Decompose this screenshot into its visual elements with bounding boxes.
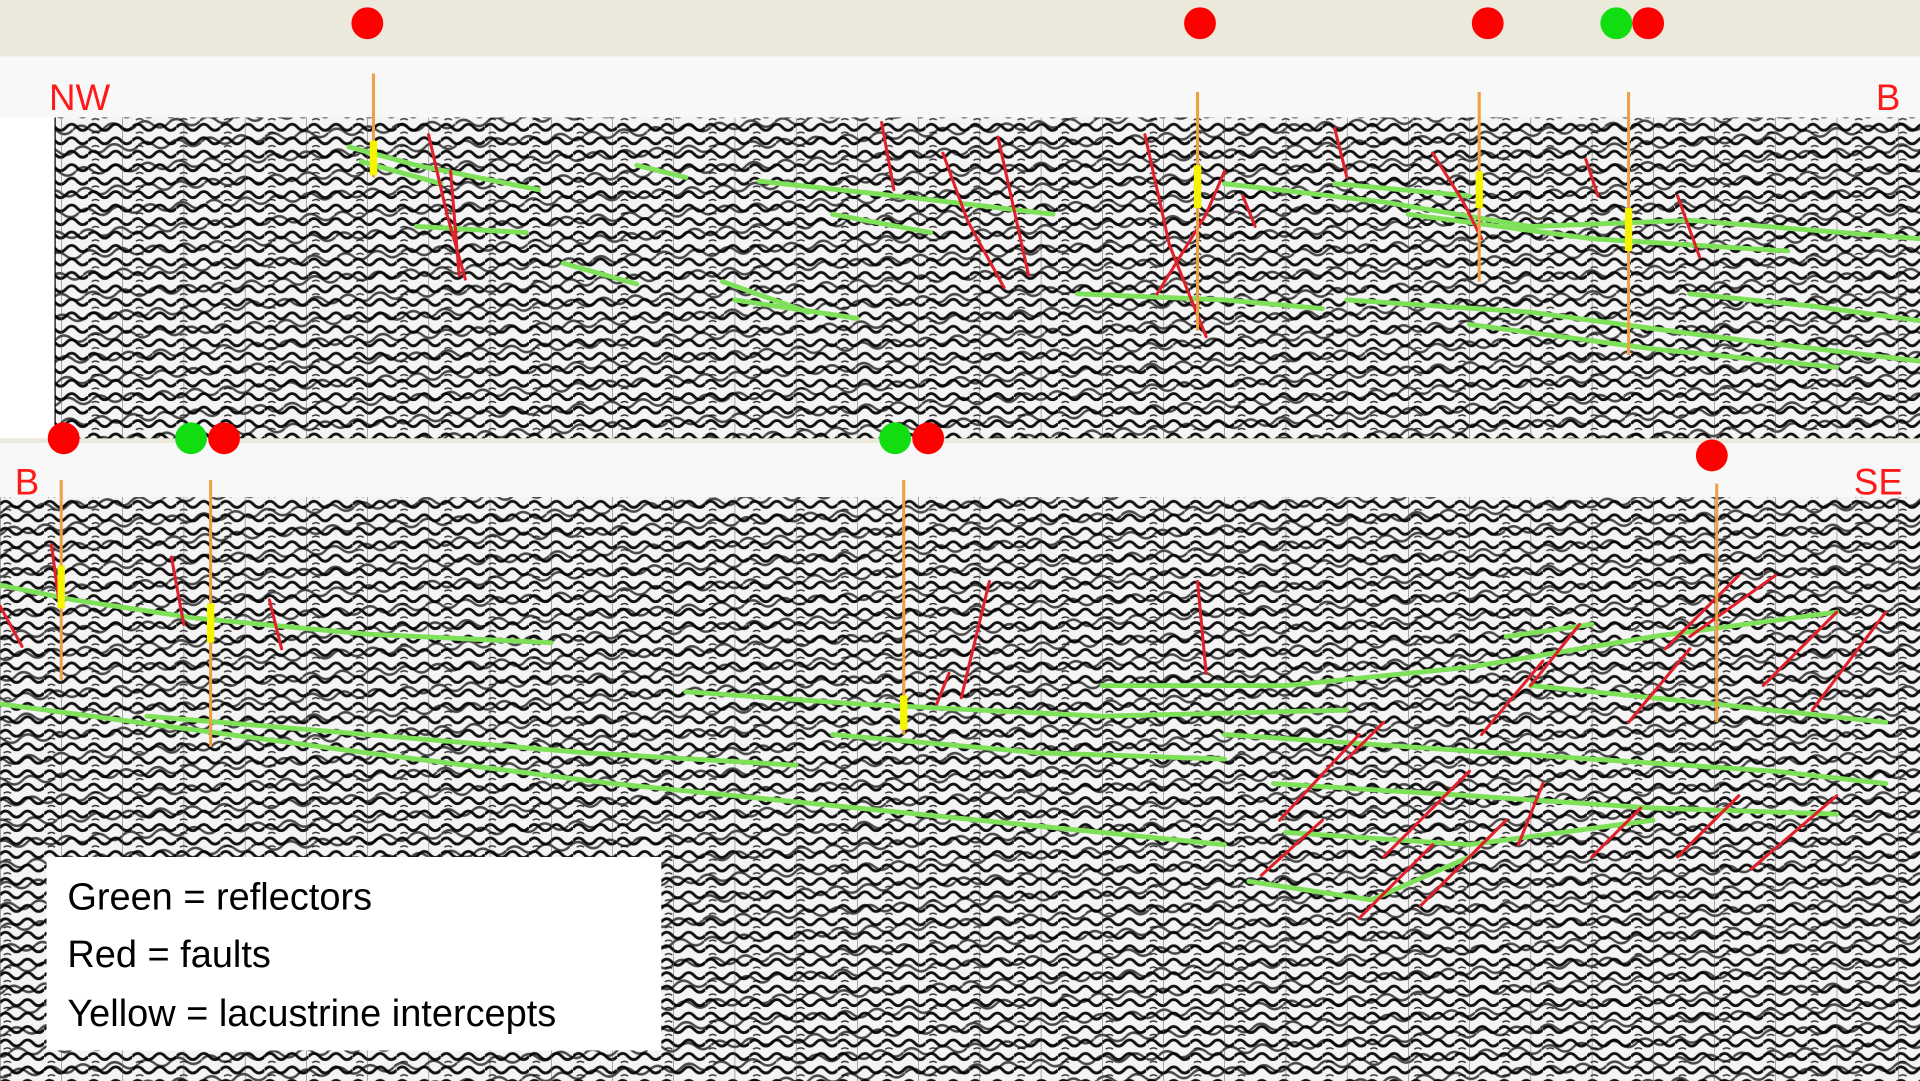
legend: Green = reflectors Red = faults Yellow =… [47, 857, 662, 1050]
legend-entry: Green = reflectors [67, 877, 372, 919]
direction-label: B [1876, 77, 1901, 118]
legend-entry: Red = faults [67, 934, 271, 976]
direction-label: SE [1854, 462, 1903, 503]
slide: NW B B SE Green = reflectors Red = fault… [0, 0, 1920, 1081]
direction-label: NW [49, 77, 111, 118]
legend-entry: Yellow = lacustrine intercepts [67, 993, 556, 1035]
direction-label: B [15, 462, 40, 503]
